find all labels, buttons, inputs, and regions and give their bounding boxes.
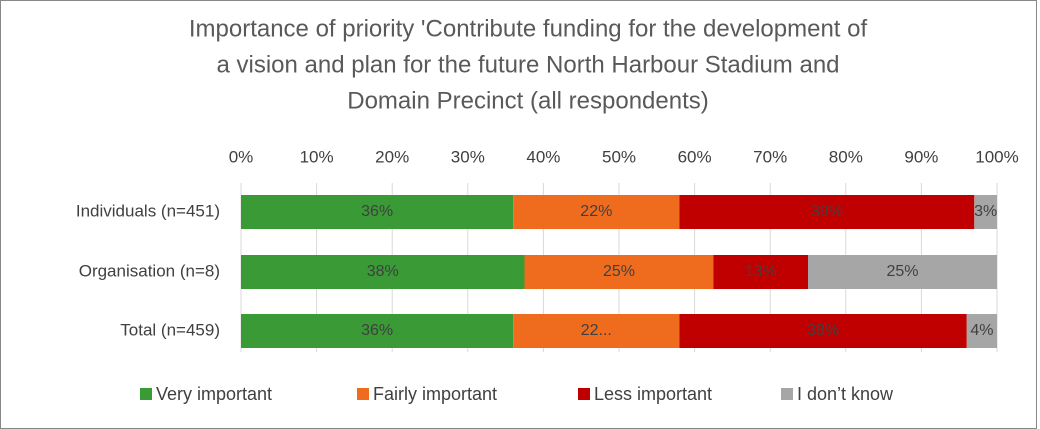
x-tick-label: 30%: [451, 147, 485, 166]
chart-title: Domain Precinct (all respondents): [347, 87, 709, 114]
legend-label: Very important: [156, 384, 272, 404]
legend-swatch: [357, 388, 369, 400]
data-label: 25%: [886, 263, 918, 280]
legend-label: I don’t know: [797, 384, 894, 404]
legend-swatch: [578, 388, 590, 400]
y-tick-label: Organisation (n=8): [79, 261, 220, 280]
x-tick-label: 20%: [375, 147, 409, 166]
bar-segment: [524, 255, 714, 289]
bar-segment: [966, 314, 997, 348]
data-label: 3%: [974, 203, 997, 220]
bar-segment: [713, 255, 808, 289]
bar-segment: [513, 195, 680, 229]
x-tick-label: 80%: [829, 147, 863, 166]
legend-label: Fairly important: [373, 384, 497, 404]
x-tick-label: 60%: [678, 147, 712, 166]
chart-title: Importance of priority 'Contribute fundi…: [189, 15, 868, 42]
x-tick-label: 0%: [229, 147, 254, 166]
bar-segment: [974, 195, 997, 229]
bar-segment: [808, 255, 997, 289]
x-tick-label: 40%: [526, 147, 560, 166]
chart-title: a vision and plan for the future North H…: [216, 51, 839, 78]
bar-segment: [679, 195, 975, 229]
legend-label: Less important: [594, 384, 712, 404]
x-tick-label: 70%: [753, 147, 787, 166]
legend-swatch: [781, 388, 793, 400]
data-label: 39%: [811, 203, 843, 220]
data-label: 36%: [361, 203, 393, 220]
bar-segment: [241, 255, 525, 289]
data-label: 38%: [367, 263, 399, 280]
y-tick-label: Total (n=459): [120, 320, 220, 339]
data-label: 38%: [807, 322, 839, 339]
data-label: 25%: [603, 263, 635, 280]
x-tick-label: 10%: [300, 147, 334, 166]
x-tick-label: 100%: [975, 147, 1018, 166]
bar-segment: [241, 314, 514, 348]
data-label: 22%: [580, 203, 612, 220]
x-tick-label: 50%: [602, 147, 636, 166]
bar-segment: [679, 314, 967, 348]
y-tick-label: Individuals (n=451): [76, 201, 220, 220]
data-label: 13%: [745, 263, 777, 280]
bar-segment: [241, 195, 514, 229]
data-label: 36%: [361, 322, 393, 339]
x-tick-label: 90%: [904, 147, 938, 166]
bar-segment: [513, 314, 680, 348]
legend-swatch: [140, 388, 152, 400]
data-label: 22...: [581, 322, 612, 339]
data-label: 4%: [970, 322, 993, 339]
